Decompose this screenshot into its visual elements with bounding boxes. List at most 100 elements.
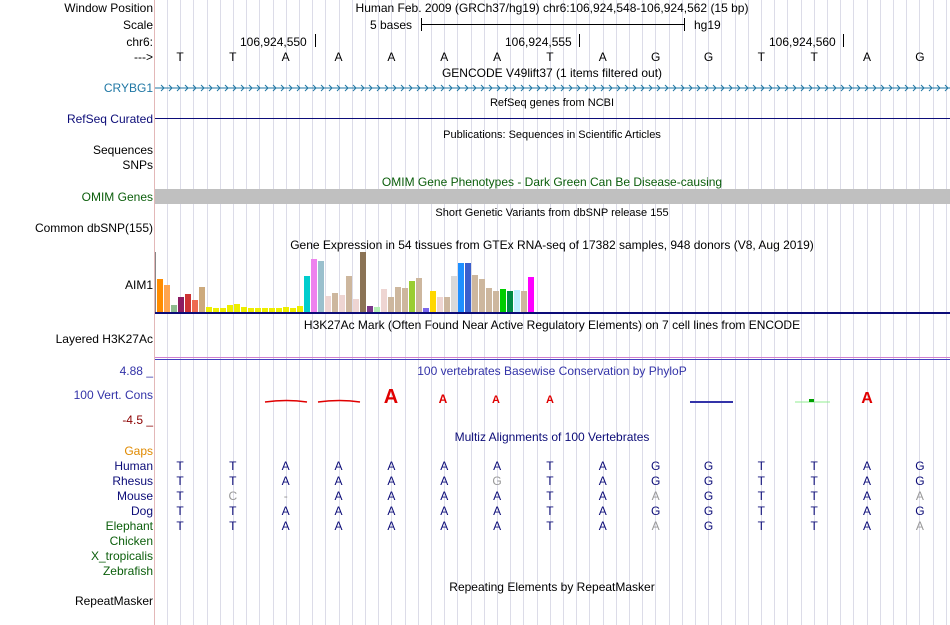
gene-strand-chevron xyxy=(200,84,205,92)
gtex-tissue-bar[interactable] xyxy=(248,308,254,312)
gencode-track-title[interactable]: GENCODE V49lift37 (1 items filtered out) xyxy=(441,66,663,80)
omim-feature-bar[interactable] xyxy=(155,189,950,204)
ruler-base: A xyxy=(387,50,396,64)
gtex-tissue-bar[interactable] xyxy=(164,285,170,312)
gtex-tissue-bar[interactable] xyxy=(185,294,191,312)
refseq-gene-line[interactable] xyxy=(155,118,950,119)
gtex-tissue-bar[interactable] xyxy=(472,275,478,312)
species-label[interactable]: Rhesus xyxy=(112,474,153,488)
multiz-track-title[interactable]: Multiz Alignments of 100 Vertebrates xyxy=(454,430,650,444)
omim-track-label[interactable]: OMIM Genes xyxy=(81,190,153,204)
gtex-tissue-bar[interactable] xyxy=(479,279,485,312)
gencode-gene-label[interactable]: CRYBG1 xyxy=(103,81,153,95)
gtex-tissue-bar[interactable] xyxy=(171,305,177,312)
species-label[interactable]: X_tropicalis xyxy=(90,549,153,563)
gtex-tissue-bar[interactable] xyxy=(262,308,268,312)
gtex-track-title[interactable]: Gene Expression in 54 tissues from GTEx … xyxy=(290,238,814,252)
gtex-tissue-bar[interactable] xyxy=(192,300,198,312)
gtex-tissue-bar[interactable] xyxy=(276,308,282,312)
gtex-tissue-bar[interactable] xyxy=(409,281,415,312)
gtex-tissue-bar[interactable] xyxy=(374,307,380,312)
gtex-tissue-bar[interactable] xyxy=(311,259,317,312)
gtex-tissue-bar[interactable] xyxy=(521,291,527,312)
species-label[interactable]: Dog xyxy=(130,504,153,518)
gtex-tissue-bar[interactable] xyxy=(360,252,366,312)
gtex-tissue-bar[interactable] xyxy=(507,291,513,312)
repeatmasker-track-title[interactable]: Repeating Elements by RepeatMasker xyxy=(449,580,655,594)
gtex-tissue-bar[interactable] xyxy=(339,295,345,312)
h3k27ac-track-label[interactable]: Layered H3K27Ac xyxy=(55,332,153,346)
gaps-label[interactable]: Gaps xyxy=(124,444,153,458)
gtex-tissue-bar[interactable] xyxy=(395,287,401,312)
phylop-track-title[interactable]: 100 vertebrates Basewise Conservation by… xyxy=(417,364,687,378)
gtex-tissue-bar[interactable] xyxy=(423,308,429,312)
ruler-base: T xyxy=(176,50,184,64)
gtex-tissue-bar[interactable] xyxy=(290,308,296,312)
species-label[interactable]: Zebrafish xyxy=(102,564,153,578)
phylop-track-label[interactable]: 100 Vert. Cons xyxy=(73,388,153,402)
alignment-base: A xyxy=(440,504,449,518)
repeatmasker-track-label[interactable]: RepeatMasker xyxy=(74,594,153,608)
gtex-tissue-bar[interactable] xyxy=(332,293,338,312)
publications-track-title[interactable]: Publications: Sequences in Scientific Ar… xyxy=(443,129,661,141)
gtex-tissue-bar[interactable] xyxy=(367,306,373,312)
gtex-tissue-bar[interactable] xyxy=(465,263,471,312)
gtex-tissue-bar[interactable] xyxy=(283,307,289,312)
gtex-tissue-bar[interactable] xyxy=(451,276,457,312)
gtex-tissue-bar[interactable] xyxy=(325,296,331,312)
species-label[interactable]: Chicken xyxy=(109,534,153,548)
gtex-tissue-bar[interactable] xyxy=(227,305,233,312)
gtex-gene-label[interactable]: AIM1 xyxy=(124,278,153,292)
gencode-gene-model[interactable] xyxy=(155,82,950,94)
gtex-tissue-bar[interactable] xyxy=(206,307,212,312)
gtex-tissue-bar[interactable] xyxy=(346,276,352,312)
gtex-tissue-bar[interactable] xyxy=(493,291,499,312)
gtex-tissue-bar[interactable] xyxy=(178,297,184,312)
snps-track-label[interactable]: SNPs xyxy=(122,158,153,172)
gtex-tissue-bar[interactable] xyxy=(402,288,408,312)
gene-strand-chevron xyxy=(480,84,485,92)
gtex-tissue-bar[interactable] xyxy=(241,307,247,312)
phylop-peak: A xyxy=(861,390,873,407)
gtex-tissue-bar[interactable] xyxy=(437,297,443,312)
species-label[interactable]: Mouse xyxy=(116,489,153,503)
gtex-tissue-bar[interactable] xyxy=(157,279,163,312)
gtex-tissue-bar[interactable] xyxy=(500,289,506,312)
gtex-tissue-bar[interactable] xyxy=(234,304,240,312)
gtex-tissue-bar[interactable] xyxy=(353,299,359,312)
h3k27ac-track-title[interactable]: H3K27Ac Mark (Often Found Near Active Re… xyxy=(303,318,801,332)
gtex-tissue-bar[interactable] xyxy=(199,287,205,312)
gtex-tissue-bar[interactable] xyxy=(304,276,310,312)
gtex-tissue-bar[interactable] xyxy=(297,306,303,312)
gtex-tissue-bar[interactable] xyxy=(388,297,394,312)
species-label[interactable]: Elephant xyxy=(105,519,153,533)
dbsnp-track-title[interactable]: Short Genetic Variants from dbSNP releas… xyxy=(435,207,669,219)
gene-strand-chevron xyxy=(160,84,165,92)
gtex-box[interactable] xyxy=(155,252,534,312)
gtex-tissue-bar[interactable] xyxy=(318,261,324,312)
species-label[interactable]: Human xyxy=(114,459,153,473)
gtex-tissue-bar[interactable] xyxy=(528,277,534,312)
gtex-tissue-bar[interactable] xyxy=(269,308,275,312)
gtex-tissue-bar[interactable] xyxy=(486,288,492,312)
gtex-tissue-bar[interactable] xyxy=(444,297,450,312)
publications-track-label[interactable]: Sequences xyxy=(92,143,153,157)
gtex-tissue-bar[interactable] xyxy=(416,278,422,312)
gene-strand-chevron xyxy=(816,84,821,92)
gtex-tissue-bar[interactable] xyxy=(381,289,387,312)
gtex-tissue-bar[interactable] xyxy=(430,291,436,312)
gtex-tissue-bar[interactable] xyxy=(514,290,520,312)
gene-strand-chevron xyxy=(776,84,781,92)
gtex-tissue-bar[interactable] xyxy=(220,308,226,312)
gtex-tissue-bar[interactable] xyxy=(458,263,464,312)
omim-track-title[interactable]: OMIM Gene Phenotypes - Dark Green Can Be… xyxy=(381,175,723,189)
refseq-track-title[interactable]: RefSeq genes from NCBI xyxy=(489,97,615,109)
phylop-peak xyxy=(317,399,361,403)
alignment-base: T xyxy=(546,474,554,488)
dbsnp-track-label[interactable]: Common dbSNP(155) xyxy=(34,221,153,235)
gtex-tissue-bar[interactable] xyxy=(255,308,261,312)
label-column-separator xyxy=(154,0,155,625)
gtex-tissue-bar[interactable] xyxy=(213,308,219,312)
refseq-track-label[interactable]: RefSeq Curated xyxy=(66,112,153,126)
phylop-signal[interactable]: A A A A A xyxy=(155,378,950,408)
